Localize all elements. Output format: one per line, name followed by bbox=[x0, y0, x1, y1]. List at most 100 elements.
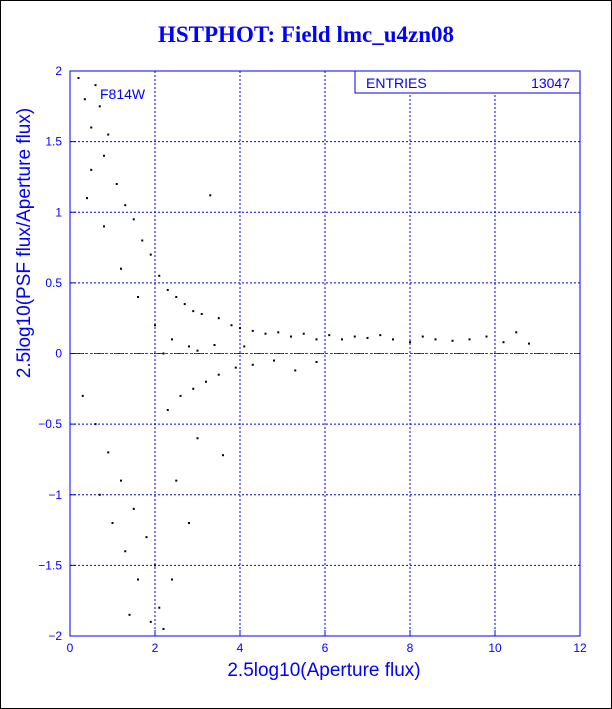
data-point-27 bbox=[315, 338, 318, 341]
data-point-78 bbox=[154, 324, 156, 327]
data-point-4 bbox=[107, 133, 110, 136]
data-point-52 bbox=[124, 550, 127, 553]
entries-value: 13047 bbox=[531, 75, 570, 91]
data-point-48 bbox=[145, 536, 148, 539]
data-point-12 bbox=[158, 274, 161, 277]
data-point-67 bbox=[175, 479, 178, 482]
y-tick-label-5: 0.5 bbox=[45, 276, 62, 290]
data-point-57 bbox=[192, 387, 195, 390]
data-point-14 bbox=[175, 296, 178, 298]
tick-labels: 0 2 4 6 8 10 12 −2 −1.5 −1 −0.5 0 0.5 1 1.5 2 bbox=[38, 64, 587, 655]
data-point-47 bbox=[132, 507, 135, 510]
data-point-58 bbox=[205, 380, 207, 383]
data-point-39 bbox=[485, 335, 488, 338]
data-point-81 bbox=[213, 344, 216, 347]
data-point-6 bbox=[103, 154, 105, 157]
data-point-42 bbox=[528, 342, 530, 345]
x-axis-label: 2.5log10(Aperture flux) bbox=[227, 660, 420, 681]
data-point-22 bbox=[251, 329, 254, 332]
data-point-28 bbox=[328, 334, 331, 337]
x-tick-label-3: 6 bbox=[322, 641, 329, 655]
x-tick-label-1: 2 bbox=[152, 641, 159, 655]
data-point-71 bbox=[149, 620, 152, 623]
data-point-7 bbox=[115, 183, 118, 185]
data-point-18 bbox=[209, 194, 212, 197]
x-tick-label-0: 0 bbox=[67, 641, 74, 655]
data-point-13 bbox=[166, 288, 169, 291]
x-tick-label-5: 10 bbox=[488, 641, 502, 655]
data-point-5 bbox=[94, 84, 97, 87]
chart-title: HSTPHOT: Field lmc_u4zn08 bbox=[157, 22, 455, 47]
data-point-79 bbox=[171, 338, 173, 341]
data-point-2 bbox=[90, 126, 93, 129]
data-point-49 bbox=[154, 564, 156, 567]
data-point-64 bbox=[315, 360, 318, 363]
data-point-37 bbox=[451, 339, 454, 342]
data-point-83 bbox=[162, 352, 165, 355]
data-point-43 bbox=[81, 394, 84, 397]
data-point-25 bbox=[290, 335, 292, 338]
data-point-70 bbox=[162, 627, 165, 630]
data-point-80 bbox=[188, 345, 190, 348]
data-point-82 bbox=[243, 345, 246, 348]
data-point-0 bbox=[77, 77, 80, 80]
stats-box: ENTRIES 13047 bbox=[354, 70, 581, 94]
data-point-24 bbox=[277, 331, 280, 334]
data-point-38 bbox=[468, 338, 471, 341]
data-point-35 bbox=[421, 335, 424, 338]
data-point-51 bbox=[137, 578, 139, 581]
y-tick-label-0: −2 bbox=[48, 629, 62, 643]
data-point-73 bbox=[90, 168, 93, 171]
data-point-20 bbox=[230, 324, 233, 327]
data-point-53 bbox=[111, 522, 114, 524]
data-point-45 bbox=[107, 451, 110, 454]
data-point-1 bbox=[83, 98, 86, 101]
data-point-34 bbox=[409, 341, 411, 344]
data-point-46 bbox=[120, 479, 122, 482]
y-tick-label-8: 2 bbox=[55, 64, 62, 78]
data-point-68 bbox=[188, 522, 190, 524]
y-tick-label-3: −0.5 bbox=[38, 417, 62, 431]
data-point-17 bbox=[200, 312, 203, 315]
data-point-10 bbox=[141, 239, 144, 242]
data-point-40 bbox=[502, 341, 505, 344]
data-point-11 bbox=[149, 253, 152, 256]
data-point-33 bbox=[392, 338, 394, 341]
data-point-77 bbox=[137, 296, 139, 298]
y-tick-label-2: −1 bbox=[48, 488, 62, 502]
data-point-16 bbox=[192, 310, 195, 313]
data-points bbox=[77, 77, 530, 630]
data-point-31 bbox=[366, 336, 369, 339]
y-tick-label-4: 0 bbox=[55, 347, 62, 361]
data-point-74 bbox=[86, 197, 88, 200]
data-point-30 bbox=[353, 335, 356, 338]
data-point-15 bbox=[183, 303, 186, 306]
data-point-62 bbox=[273, 359, 275, 362]
data-point-69 bbox=[171, 578, 173, 581]
data-point-75 bbox=[103, 225, 105, 228]
data-point-59 bbox=[217, 373, 220, 376]
y-tick-label-7: 1.5 bbox=[45, 135, 62, 149]
x-tick-label-6: 12 bbox=[573, 641, 587, 655]
data-point-3 bbox=[98, 105, 101, 108]
data-point-61 bbox=[251, 363, 254, 366]
data-point-50 bbox=[158, 606, 161, 609]
data-point-9 bbox=[132, 218, 135, 221]
data-point-84 bbox=[196, 349, 199, 352]
data-point-66 bbox=[222, 454, 224, 457]
data-point-23 bbox=[264, 332, 267, 335]
data-point-29 bbox=[341, 338, 343, 341]
data-point-56 bbox=[179, 394, 182, 397]
data-point-55 bbox=[166, 409, 169, 411]
entries-label: ENTRIES bbox=[366, 75, 427, 91]
data-point-8 bbox=[124, 204, 127, 207]
data-point-32 bbox=[379, 334, 382, 337]
data-point-54 bbox=[98, 493, 101, 496]
y-axis-label: 2.5log10(PSF flux/Aperture flux) bbox=[14, 108, 35, 378]
data-point-60 bbox=[234, 366, 237, 369]
data-point-19 bbox=[217, 317, 220, 320]
data-point-41 bbox=[515, 331, 518, 334]
x-tick-label-4: 8 bbox=[407, 641, 414, 655]
data-point-26 bbox=[302, 332, 305, 335]
